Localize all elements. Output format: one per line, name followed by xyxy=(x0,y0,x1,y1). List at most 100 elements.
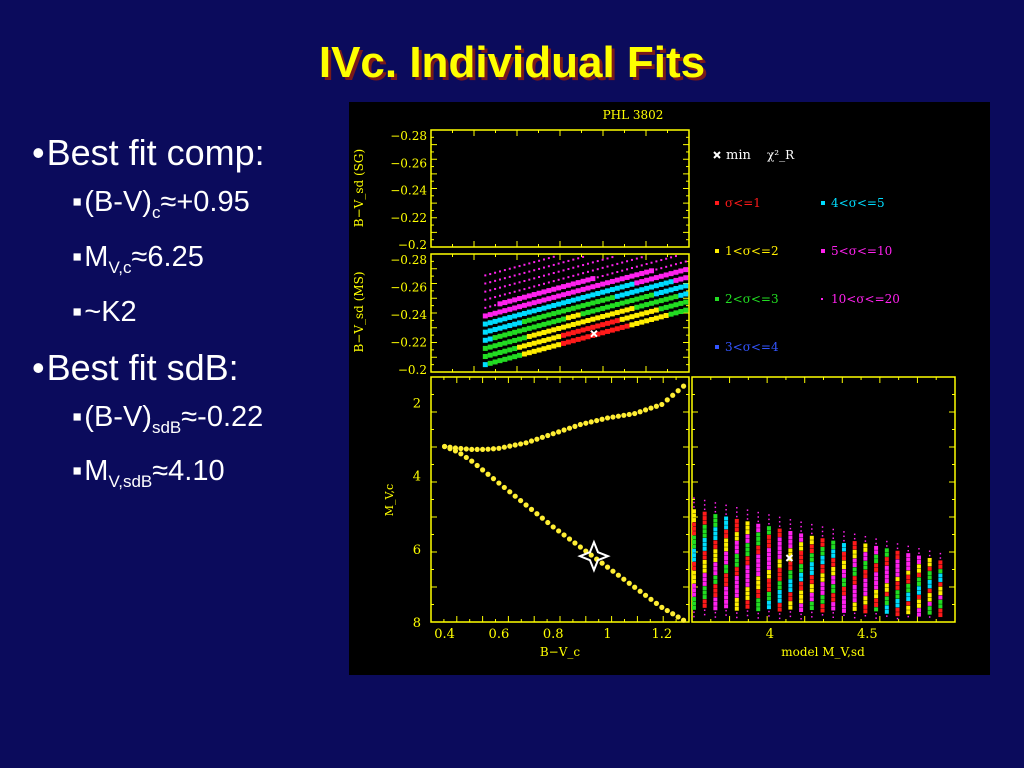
sdb-grid-point xyxy=(702,533,707,538)
panel-bottom-left-ytick-label: 2 xyxy=(413,397,421,412)
legend-swatch xyxy=(715,249,719,253)
isochrone-point xyxy=(501,444,507,450)
heatmap-cell xyxy=(492,359,498,365)
heatmap-cell xyxy=(629,322,635,328)
legend-swatch xyxy=(821,298,823,300)
heatmap-cell xyxy=(630,267,633,270)
sdb-grid-point xyxy=(799,603,804,608)
heatmap-cell xyxy=(484,298,487,301)
sdb-grid-point xyxy=(768,523,770,525)
sdb-grid-point xyxy=(745,525,750,530)
sdb-grid-point xyxy=(863,578,868,583)
heatmap-cell xyxy=(497,350,503,356)
sdb-grid-point xyxy=(799,577,804,582)
isochrone-point xyxy=(632,584,638,590)
bullet-list: •Best fit comp: ▪(B-V)c≈+0.95 ▪MV,c≈6.25… xyxy=(32,132,265,510)
sdb-grid-point xyxy=(713,540,718,545)
sdb-grid-point xyxy=(734,549,739,554)
heatmap-cell xyxy=(541,289,547,295)
sdb-grid-point xyxy=(724,547,729,552)
sdb-grid-point xyxy=(757,612,759,615)
heatmap-cell xyxy=(507,298,513,304)
sdb-grid-point xyxy=(832,533,834,535)
sdb-grid-point xyxy=(691,522,696,527)
heatmap-cell xyxy=(498,278,501,281)
isochrone-point xyxy=(583,420,589,426)
heatmap-cell xyxy=(498,294,501,297)
sdb-grid-point xyxy=(691,539,696,544)
sdb-grid-point xyxy=(725,609,727,612)
heatmap-cell xyxy=(567,276,570,279)
heatmap-cell xyxy=(531,316,537,322)
sdb-grid-point xyxy=(809,566,814,571)
isochrone-point xyxy=(599,560,605,566)
sdb-grid-point xyxy=(724,520,729,525)
sdb-grid-point xyxy=(713,553,718,558)
sdb-grid-point xyxy=(766,552,771,557)
sdb-grid-point xyxy=(745,595,750,600)
sdb-grid-point xyxy=(820,568,825,573)
heatmap-cell xyxy=(590,292,596,298)
heatmap-cell xyxy=(518,289,521,292)
sdb-grid-point xyxy=(691,553,696,558)
heatmap-cell xyxy=(562,277,565,280)
panel-middle-left-ytick-label: −0.22 xyxy=(390,336,427,350)
sdb-grid-point xyxy=(713,544,718,549)
heatmap-cell xyxy=(482,329,488,335)
heatmap-cell xyxy=(626,260,629,263)
sdb-grid-point xyxy=(702,551,707,556)
heatmap-cell xyxy=(546,344,552,350)
isochrone-point xyxy=(474,446,480,453)
heatmap-cell xyxy=(605,328,611,334)
sdb-grid-point xyxy=(693,506,695,508)
heatmap-cell xyxy=(575,296,581,302)
heatmap-cell xyxy=(507,314,513,320)
sdb-grid-point xyxy=(874,559,879,564)
sdb-grid-point xyxy=(734,593,739,598)
sdb-grid-point xyxy=(918,548,920,550)
heatmap-cell xyxy=(629,297,635,303)
sdb-grid-point xyxy=(938,599,943,604)
sdb-grid-point xyxy=(756,602,761,607)
sdb-grid-point xyxy=(724,604,729,609)
sdb-grid-point xyxy=(713,557,718,562)
heatmap-cell xyxy=(619,316,625,322)
sdb-grid-point xyxy=(938,604,943,609)
sdb-grid-point xyxy=(691,597,696,602)
figure-title: PHL 3802 xyxy=(603,108,664,122)
heatmap-cell xyxy=(565,331,571,337)
heatmap-cell xyxy=(572,274,575,277)
sdb-grid-point xyxy=(832,537,834,540)
sdb-grid-point xyxy=(756,572,761,577)
heatmap-cell xyxy=(507,331,513,337)
heatmap-cell xyxy=(526,293,532,299)
sdb-grid-point xyxy=(820,564,825,569)
sdb-grid-point xyxy=(724,582,729,587)
sdb-grid-point xyxy=(863,574,868,579)
sdb-grid-point xyxy=(831,584,836,589)
heatmap-cell xyxy=(502,356,508,362)
legend-label: 1<σ<=2 xyxy=(725,244,779,258)
sdb-grid-point xyxy=(809,601,814,606)
sdb-grid-point xyxy=(863,587,868,592)
sdb-grid-point xyxy=(693,615,695,618)
isochrone-point xyxy=(480,446,486,453)
sdb-grid-point xyxy=(916,555,921,560)
heatmap-cell xyxy=(492,318,498,324)
sdb-grid-point xyxy=(916,573,921,578)
sdb-grid-point xyxy=(788,596,793,601)
sdb-grid-point xyxy=(852,563,857,568)
heatmap-cell xyxy=(683,275,689,281)
sdb-grid-point xyxy=(788,570,793,575)
heatmap-cell xyxy=(489,289,492,292)
panel-top-left-ytick-label: −0.22 xyxy=(390,211,427,225)
sdb-grid-point xyxy=(789,519,792,521)
sdb-grid-point xyxy=(702,573,707,578)
sdb-grid-point xyxy=(809,553,814,558)
heatmap-cell xyxy=(528,278,531,281)
heatmap-cell xyxy=(595,315,601,321)
sdb-grid-point xyxy=(724,529,729,534)
isochrone-point xyxy=(469,446,475,453)
isochrone-point xyxy=(452,448,459,454)
heatmap-cell xyxy=(492,335,498,341)
